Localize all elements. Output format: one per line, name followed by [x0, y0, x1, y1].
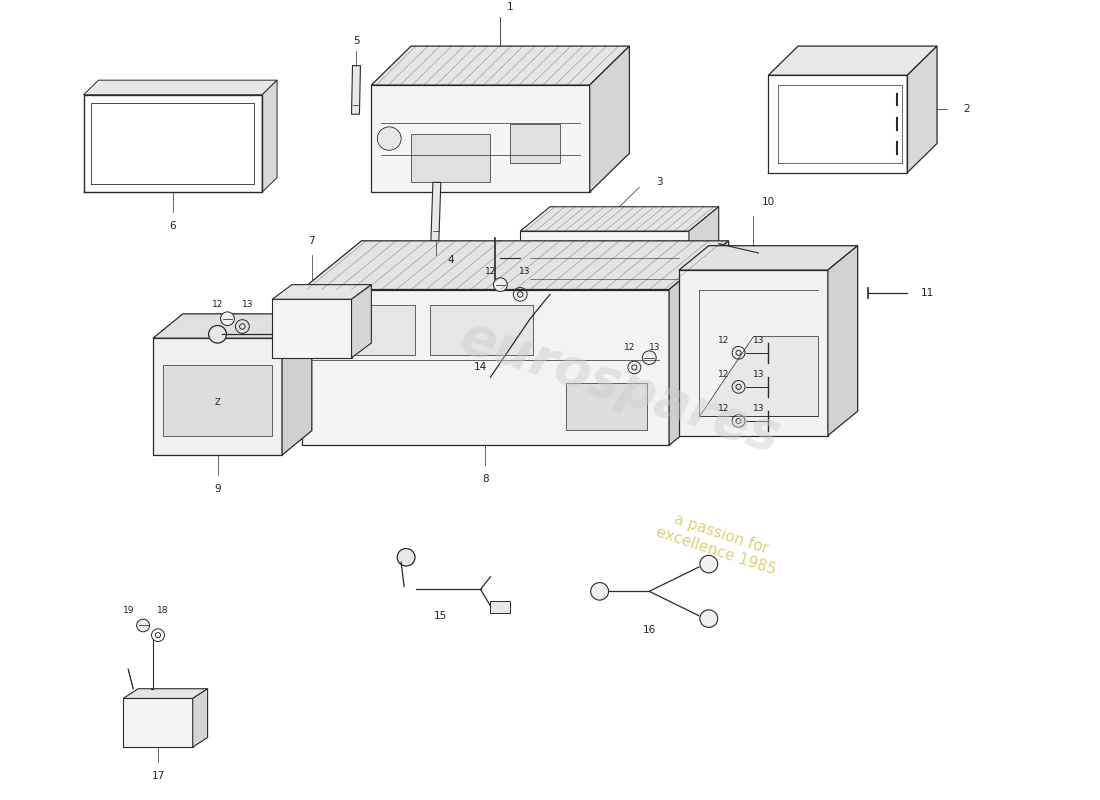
Text: 12: 12 [485, 267, 496, 277]
Polygon shape [431, 182, 441, 241]
Text: 6: 6 [169, 222, 176, 231]
Text: 12: 12 [718, 404, 729, 413]
Text: 13: 13 [752, 336, 764, 345]
Polygon shape [192, 689, 208, 747]
Text: 11: 11 [921, 288, 934, 298]
Polygon shape [590, 46, 629, 192]
FancyBboxPatch shape [311, 305, 415, 355]
Text: 13: 13 [519, 267, 531, 277]
Polygon shape [520, 206, 718, 231]
Polygon shape [282, 314, 311, 455]
Text: 8: 8 [482, 474, 488, 484]
Circle shape [700, 555, 717, 573]
FancyBboxPatch shape [566, 383, 647, 430]
Polygon shape [153, 314, 311, 338]
Polygon shape [352, 285, 372, 358]
Circle shape [209, 326, 227, 343]
Text: 15: 15 [434, 610, 448, 621]
Circle shape [397, 549, 415, 566]
Polygon shape [272, 299, 352, 358]
Circle shape [220, 312, 234, 326]
Text: 2: 2 [964, 104, 970, 114]
Circle shape [377, 127, 402, 150]
Polygon shape [908, 46, 937, 173]
Text: 13: 13 [752, 370, 764, 378]
Circle shape [642, 351, 657, 365]
Text: Z: Z [214, 398, 220, 407]
Text: 13: 13 [752, 404, 764, 413]
Polygon shape [352, 66, 361, 114]
Circle shape [591, 582, 608, 600]
Text: 19: 19 [122, 606, 134, 615]
FancyBboxPatch shape [163, 366, 272, 435]
Polygon shape [262, 80, 277, 192]
Circle shape [494, 278, 507, 291]
Polygon shape [123, 698, 192, 747]
Polygon shape [679, 270, 828, 435]
Text: eurospares: eurospares [453, 310, 786, 463]
Polygon shape [301, 241, 728, 290]
Text: 9: 9 [214, 484, 221, 494]
Text: 12: 12 [718, 336, 729, 345]
Text: 14: 14 [474, 362, 487, 373]
Polygon shape [372, 46, 629, 85]
FancyBboxPatch shape [411, 134, 491, 182]
Polygon shape [768, 46, 937, 75]
Text: 13: 13 [649, 343, 660, 353]
Text: 12: 12 [212, 300, 223, 309]
Circle shape [700, 610, 717, 627]
FancyBboxPatch shape [430, 305, 534, 355]
Circle shape [758, 248, 774, 263]
Text: 16: 16 [642, 626, 656, 635]
Polygon shape [520, 231, 689, 299]
Text: 7: 7 [308, 236, 315, 246]
Polygon shape [272, 285, 372, 299]
Circle shape [531, 287, 549, 305]
Text: 12: 12 [718, 370, 729, 378]
Text: 3: 3 [656, 178, 662, 187]
Text: 13: 13 [242, 300, 253, 309]
Polygon shape [689, 206, 718, 299]
Text: 5: 5 [353, 36, 360, 46]
Polygon shape [698, 336, 818, 416]
Text: 4: 4 [448, 255, 454, 266]
FancyBboxPatch shape [510, 124, 560, 163]
Polygon shape [828, 246, 858, 435]
Text: 1: 1 [507, 2, 514, 12]
Text: 18: 18 [157, 606, 168, 615]
Text: a passion for
excellence 1985: a passion for excellence 1985 [654, 508, 783, 578]
FancyBboxPatch shape [491, 601, 510, 613]
Text: 10: 10 [762, 197, 774, 207]
Polygon shape [84, 80, 277, 94]
Polygon shape [679, 246, 858, 270]
Text: 12: 12 [624, 343, 635, 353]
Circle shape [136, 619, 150, 632]
Polygon shape [153, 338, 282, 455]
Polygon shape [372, 85, 590, 192]
Polygon shape [123, 689, 208, 698]
Polygon shape [669, 241, 728, 446]
Polygon shape [301, 290, 669, 446]
Text: 17: 17 [152, 771, 165, 782]
